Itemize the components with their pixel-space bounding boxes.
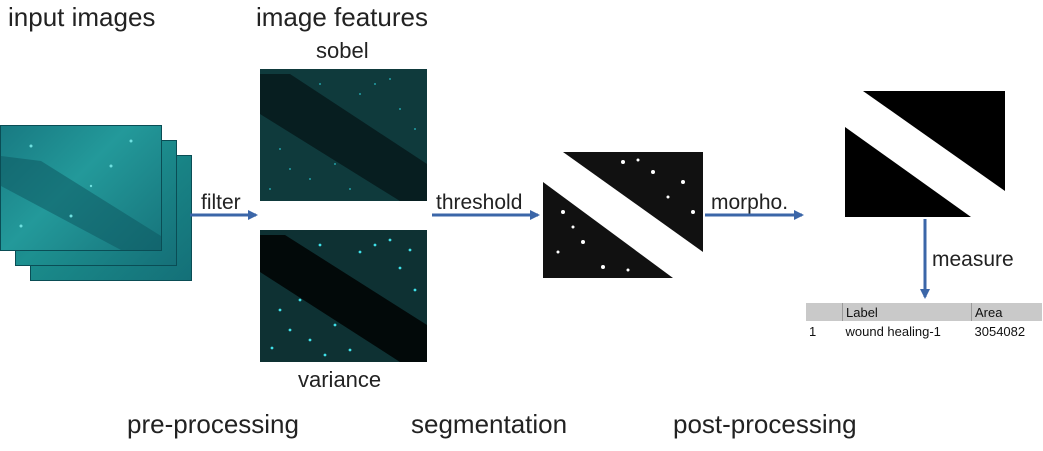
variance-image (260, 230, 427, 362)
threshold-label: threshold (436, 191, 523, 214)
sobel-label: sobel (316, 38, 369, 63)
input-image-stack-1 (0, 125, 162, 251)
table-header-index (806, 303, 843, 321)
measure-label: measure (932, 248, 1014, 271)
table-header-label: Label (842, 303, 972, 321)
table-cell-label: wound healing-1 (845, 324, 941, 339)
input-images-heading: input images (8, 2, 156, 32)
post-processed-image (845, 91, 1005, 217)
table-header-row: Label Area (806, 303, 1042, 321)
filter-label: filter (201, 191, 241, 214)
segmentation-image (543, 152, 703, 278)
stage-post-processing: post-processing (673, 409, 857, 439)
results-table: Label Area 1 wound healing-1 3054082 (806, 303, 1042, 342)
morpho-label: morpho. (711, 191, 789, 214)
stage-segmentation: segmentation (411, 409, 568, 439)
table-header-area: Area (971, 303, 1042, 321)
table-cell-area: 3054082 (974, 324, 1026, 339)
sobel-image (260, 69, 427, 201)
table-cell-index: 1 (809, 324, 817, 339)
variance-label: variance (298, 367, 382, 392)
stage-pre-processing: pre-processing (127, 409, 299, 439)
image-features-heading: image features (256, 2, 428, 32)
table-row: 1 wound healing-1 3054082 (806, 321, 1042, 342)
